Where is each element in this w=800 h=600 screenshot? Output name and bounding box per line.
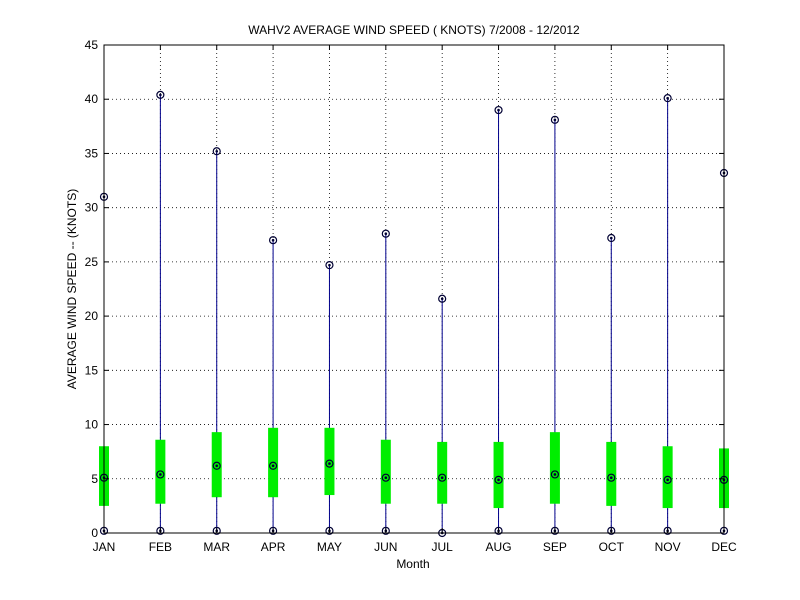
y-tick-label: 0 bbox=[91, 526, 98, 540]
median-marker-dot bbox=[159, 473, 162, 476]
box-group bbox=[606, 233, 617, 535]
max-marker-dot bbox=[666, 96, 669, 100]
box-group bbox=[493, 105, 504, 535]
x-tick-label: SEP bbox=[543, 540, 567, 554]
max-marker-dot bbox=[215, 149, 219, 153]
y-tick-label: 20 bbox=[85, 309, 99, 323]
max-marker bbox=[325, 261, 334, 270]
max-marker bbox=[268, 236, 278, 245]
box-group bbox=[155, 90, 166, 535]
x-tick-label: FEB bbox=[149, 540, 172, 554]
box-group bbox=[324, 261, 335, 535]
min-marker bbox=[607, 526, 616, 535]
box-group bbox=[549, 115, 560, 535]
y-tick-label: 45 bbox=[85, 38, 99, 52]
x-tick-label: OCT bbox=[599, 540, 625, 554]
y-tick-label: 40 bbox=[85, 92, 99, 106]
iqr-box bbox=[493, 441, 504, 509]
x-tick-label: JUN bbox=[374, 540, 397, 554]
max-marker-dot bbox=[384, 232, 388, 235]
median-marker bbox=[156, 470, 165, 479]
y-tick-label: 10 bbox=[85, 418, 99, 432]
x-tick-label: APR bbox=[261, 540, 286, 554]
x-tick-label: JAN bbox=[93, 540, 116, 554]
x-tick-label: DEC bbox=[711, 540, 737, 554]
median-marker-dot bbox=[497, 478, 500, 482]
median-marker bbox=[212, 461, 221, 470]
median-marker-dot bbox=[271, 464, 275, 468]
median-marker-dot bbox=[384, 476, 388, 479]
box-group bbox=[662, 94, 673, 535]
median-marker bbox=[607, 473, 616, 482]
median-marker-dot bbox=[666, 478, 669, 482]
x-tick-label: MAY bbox=[317, 540, 342, 554]
min-marker bbox=[550, 526, 560, 535]
y-tick-label: 35 bbox=[85, 146, 99, 160]
median-marker bbox=[325, 459, 334, 468]
tick-layer: 0 5 10 15 20 25 30 35 40 45 JAN FEB MAR APR MAY JUN JUL A… bbox=[85, 38, 737, 554]
max-marker-dot bbox=[159, 93, 162, 97]
max-marker bbox=[156, 90, 165, 99]
median-marker-dot bbox=[215, 464, 219, 468]
max-marker-dot bbox=[440, 297, 444, 301]
max-marker-dot bbox=[271, 238, 275, 242]
max-marker-dot bbox=[553, 118, 557, 122]
iqr-box bbox=[437, 441, 448, 504]
max-marker bbox=[607, 233, 616, 243]
median-marker-dot bbox=[553, 473, 557, 476]
iqr-box bbox=[662, 446, 673, 509]
median-marker bbox=[494, 475, 503, 484]
x-tick-label: AUG bbox=[486, 540, 512, 554]
max-marker bbox=[438, 294, 447, 303]
x-axis-label: Month bbox=[396, 557, 429, 571]
max-marker bbox=[663, 94, 672, 103]
y-axis-label: AVERAGE WIND SPEED -- (KNOTS) bbox=[65, 189, 79, 389]
max-marker bbox=[212, 147, 221, 156]
median-marker bbox=[381, 473, 390, 482]
median-marker bbox=[663, 475, 672, 484]
min-marker bbox=[494, 526, 503, 535]
box-group bbox=[380, 229, 391, 535]
y-tick-label: 25 bbox=[85, 255, 99, 269]
y-tick-label: 5 bbox=[91, 472, 98, 486]
max-marker bbox=[494, 105, 503, 115]
max-marker bbox=[381, 229, 390, 238]
max-marker bbox=[550, 115, 560, 124]
median-marker-dot bbox=[440, 476, 444, 479]
median-marker bbox=[268, 461, 278, 470]
min-marker bbox=[268, 526, 278, 535]
x-tick-label: JUL bbox=[432, 540, 454, 554]
iqr-box bbox=[549, 432, 560, 504]
box-layer bbox=[99, 90, 729, 538]
box-group bbox=[268, 236, 279, 535]
x-tick-label: NOV bbox=[655, 540, 681, 554]
min-marker bbox=[325, 526, 334, 535]
x-tick-label: MAR bbox=[203, 540, 230, 554]
min-marker bbox=[212, 526, 221, 535]
median-marker bbox=[438, 473, 447, 482]
chart-title: WAHV2 AVERAGE WIND SPEED ( KNOTS) 7/2008… bbox=[248, 23, 580, 37]
min-marker bbox=[156, 526, 165, 535]
min-marker bbox=[663, 526, 672, 535]
min-marker bbox=[381, 526, 390, 535]
median-marker-dot bbox=[609, 476, 613, 479]
median-marker bbox=[550, 470, 560, 479]
y-tick-label: 30 bbox=[85, 201, 99, 215]
iqr-box bbox=[155, 439, 166, 504]
iqr-box bbox=[380, 439, 391, 504]
box-group bbox=[211, 147, 222, 535]
max-marker-dot bbox=[328, 263, 331, 267]
median-marker-dot bbox=[328, 462, 331, 465]
max-marker-dot bbox=[609, 236, 613, 240]
plot-frame bbox=[103, 44, 725, 534]
max-marker-dot bbox=[497, 108, 500, 112]
iqr-box bbox=[324, 427, 335, 496]
y-tick-label: 15 bbox=[85, 363, 99, 377]
